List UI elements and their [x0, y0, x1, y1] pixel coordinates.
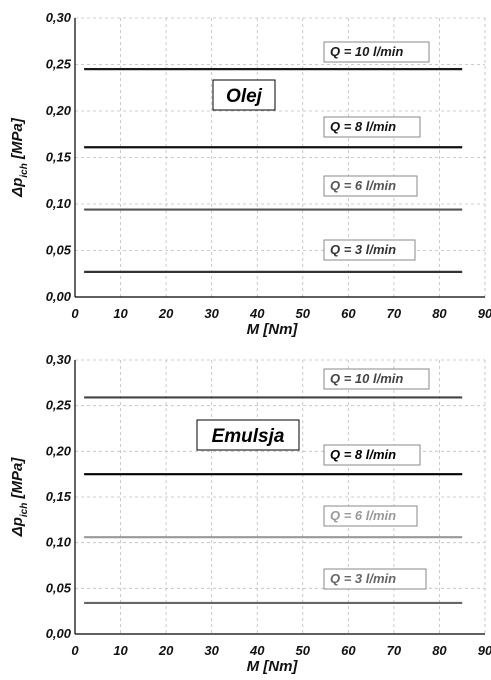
- chart-panel-2: 0 10 20 30 40 50 60 70 80 90 0,00 0,05 0,10 0,15 0,20 0…: [9, 352, 491, 675]
- x-tick-label: 80: [432, 306, 447, 321]
- y-tick-label: 0,15: [46, 150, 72, 165]
- x-tick-label: 80: [432, 643, 447, 658]
- series-label-box: [323, 41, 430, 63]
- chart-title: Emulsja: [212, 426, 285, 447]
- x-axis-label: M [Nm]: [247, 658, 299, 675]
- series-label: Q = 8 l/min: [330, 119, 396, 134]
- x-tick-label: 0: [71, 643, 79, 658]
- series-label: Q = 6 l/min: [330, 178, 396, 193]
- series-label: Q = 10 l/min: [330, 44, 403, 59]
- x-tick-label: 90: [478, 643, 491, 658]
- y-tick-label: 0,30: [46, 10, 72, 25]
- x-tick-label: 50: [296, 306, 311, 321]
- y-tick-label: 0,10: [46, 535, 72, 550]
- y-tick-label: 0,20: [46, 443, 72, 458]
- series-label: Q = 3 l/min: [330, 242, 396, 257]
- y-tick-label: 0,00: [46, 289, 72, 304]
- x-tick-label: 60: [341, 643, 356, 658]
- y-tick-label: 0,10: [46, 196, 72, 211]
- series-label: Q = 6 l/min: [330, 508, 396, 523]
- x-tick-label: 40: [249, 643, 265, 658]
- x-tick-label: 30: [204, 306, 219, 321]
- x-tick-label: 70: [387, 306, 402, 321]
- x-tick-label: 20: [158, 643, 174, 658]
- series-label-box: [323, 116, 421, 138]
- chart-title-box: [196, 419, 300, 451]
- chart-title: Olej: [226, 86, 263, 107]
- series-label: Q = 8 l/min: [330, 447, 396, 462]
- x-tick-label: 10: [113, 306, 128, 321]
- y-axis-label: Δpich [MPa]: [9, 117, 30, 198]
- x-tick-label: 20: [158, 306, 174, 321]
- series-label-box: [323, 175, 418, 197]
- y-tick-label: 0,05: [46, 580, 72, 595]
- y-tick-label: 0,15: [46, 489, 72, 504]
- series-label-box: [323, 568, 427, 590]
- series-label-box: [323, 505, 418, 527]
- series-label: Q = 10 l/min: [330, 371, 403, 386]
- x-tick-label: 0: [71, 306, 79, 321]
- x-tick-label: 30: [204, 643, 219, 658]
- x-tick-label: 40: [249, 306, 265, 321]
- x-axis-label: M [Nm]: [247, 321, 299, 338]
- y-tick-label: 0,05: [46, 243, 72, 258]
- y-tick-label: 0,25: [46, 398, 72, 413]
- x-tick-label: 10: [113, 643, 128, 658]
- y-tick-label: 0,00: [46, 626, 72, 641]
- y-axis-label: Δpich [MPa]: [9, 457, 30, 538]
- series-label-box: [323, 368, 430, 390]
- x-tick-label: 60: [341, 306, 356, 321]
- chart-title-box: [212, 79, 276, 111]
- y-tick-label: 0,25: [46, 57, 72, 72]
- y-tick-label: 0,20: [46, 103, 72, 118]
- chart-panel-1: 0 10 20 30 40 50 60 70 80 90 0,00 0,05 0,10 0,15 0,20 0…: [9, 10, 491, 338]
- series-label: Q = 3 l/min: [330, 571, 396, 586]
- series-label-box: [323, 239, 416, 261]
- x-tick-label: 50: [296, 643, 311, 658]
- series-label-box: [323, 444, 421, 466]
- y-tick-label: 0,30: [46, 352, 72, 367]
- x-tick-label: 70: [387, 643, 402, 658]
- x-tick-label: 90: [478, 306, 491, 321]
